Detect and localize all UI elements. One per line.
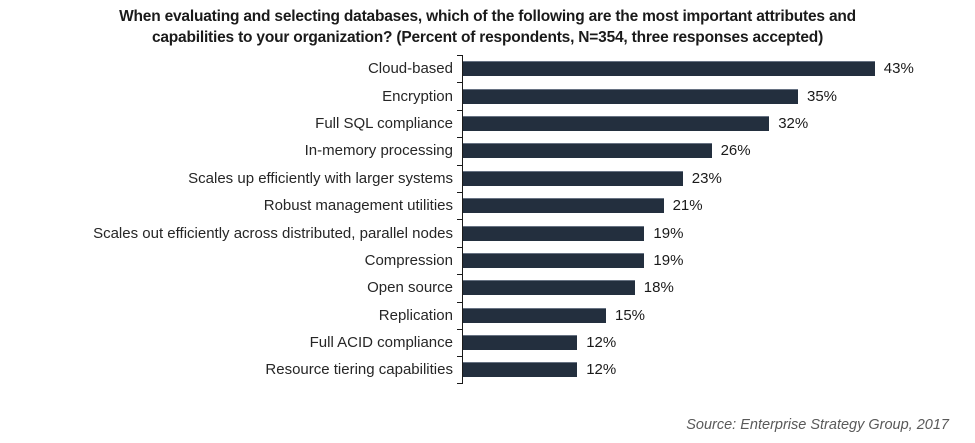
source-caption: Source: Enterprise Strategy Group, 2017 (686, 417, 949, 433)
axis-tick (457, 164, 463, 166)
bar-track: 43% (462, 55, 975, 82)
value-label: 26% (720, 142, 751, 160)
value-label: 15% (615, 306, 646, 324)
category-label: In-memory processing (304, 142, 453, 160)
category-label: Replication (378, 306, 453, 324)
bar (462, 170, 683, 186)
bar-track: 15% (462, 302, 975, 329)
bar (462, 61, 875, 77)
bar (462, 225, 645, 241)
axis-tick (457, 301, 463, 303)
bar-row: Open source 18% (0, 274, 975, 301)
bar-track: 12% (462, 356, 975, 383)
bar-track: 18% (462, 274, 975, 301)
value-label: 43% (883, 60, 914, 78)
axis-tick (457, 109, 463, 111)
bar-track: 19% (462, 247, 975, 274)
axis-tick (457, 219, 463, 221)
axis-tick (457, 137, 463, 139)
axis-tick (457, 274, 463, 276)
value-label: 23% (691, 169, 722, 187)
category-label: Full SQL compliance (315, 114, 453, 132)
bar (462, 307, 606, 323)
category-label: Resource tiering capabilities (265, 361, 453, 379)
axis-tick (457, 55, 463, 56)
bar-row: Replication 15% (0, 302, 975, 329)
value-label: 19% (653, 224, 684, 242)
category-label: Encryption (382, 87, 453, 105)
bar-track: 21% (462, 192, 975, 219)
bar-row: Scales out efficiently across distribute… (0, 219, 975, 246)
bar-track: 19% (462, 219, 975, 246)
category-label: Robust management utilities (263, 197, 453, 215)
category-label: Scales up efficiently with larger system… (188, 169, 453, 187)
value-label: 12% (586, 361, 617, 379)
bar (462, 252, 645, 268)
bar-track: 23% (462, 165, 975, 192)
category-label: Open source (367, 279, 453, 297)
bar-row: Scales up efficiently with larger system… (0, 165, 975, 192)
bar-row: Compression 19% (0, 247, 975, 274)
axis-tick (457, 382, 463, 384)
bar (462, 335, 578, 351)
chart-title: When evaluating and selecting databases,… (119, 8, 856, 46)
category-label: Compression (364, 251, 453, 269)
value-label: 21% (672, 197, 703, 215)
bar-track: 26% (462, 137, 975, 164)
category-label: Full ACID compliance (309, 334, 453, 352)
value-label: 18% (643, 279, 674, 297)
bars-container: Cloud-based 43% Encryption 35% Full SQL comp… (0, 55, 975, 384)
bar-track: 32% (462, 110, 975, 137)
bar (462, 143, 712, 159)
bar (462, 280, 635, 296)
bar-track: 35% (462, 82, 975, 109)
bar-track: 12% (462, 329, 975, 356)
bar-row: Full ACID compliance 12% (0, 329, 975, 356)
value-label: 32% (778, 114, 809, 132)
axis-tick (457, 246, 463, 248)
bar (462, 115, 770, 131)
axis-tick (457, 356, 463, 358)
bar (462, 362, 578, 378)
axis-tick (457, 192, 463, 193)
bar (462, 88, 798, 104)
bar-row: Robust management utilities 21% (0, 192, 975, 219)
axis-tick (457, 329, 463, 330)
bar-row: Cloud-based 43% (0, 55, 975, 82)
bar-row: In-memory processing 26% (0, 137, 975, 164)
plot-area: Cloud-based 43% Encryption 35% Full SQL comp… (0, 55, 975, 384)
value-label: 12% (586, 334, 617, 352)
bar-row: Resource tiering capabilities 12% (0, 356, 975, 383)
axis-tick (457, 82, 463, 84)
value-label: 35% (807, 87, 838, 105)
value-label: 19% (653, 251, 684, 269)
bar-row: Full SQL compliance 32% (0, 110, 975, 137)
bar-row: Encryption 35% (0, 82, 975, 109)
bar (462, 198, 664, 214)
category-label: Cloud-based (367, 60, 453, 78)
category-label: Scales out efficiently across distribute… (93, 224, 453, 242)
